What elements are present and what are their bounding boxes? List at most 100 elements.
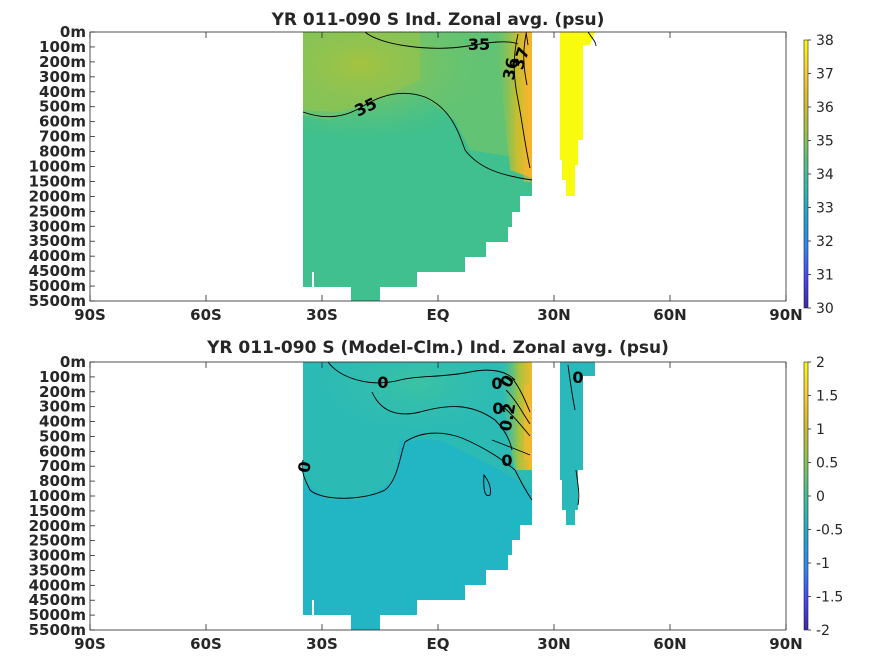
y-tick-label: 4500m xyxy=(29,591,86,609)
salinity-field xyxy=(303,32,595,301)
contour-label: 0 xyxy=(492,399,503,418)
colorbar-tick-label: 35 xyxy=(816,134,834,150)
y-tick-label: 3000m xyxy=(29,217,86,235)
colorbar-tick-label: -2 xyxy=(816,623,830,639)
y-tick-label: 1500m xyxy=(29,502,86,520)
y-tick-label: 4000m xyxy=(29,247,86,265)
y-tick-label: 500m xyxy=(39,427,86,445)
y-tick-label: 1500m xyxy=(29,172,86,190)
contour-label: 0 xyxy=(491,374,502,393)
y-tick-label: 600m xyxy=(39,113,86,131)
salinity-field-coastal xyxy=(524,32,532,182)
colorbar-tick-label: 2 xyxy=(816,355,825,371)
colorbar-tick-label: 1.5 xyxy=(816,389,838,405)
salinity-contours xyxy=(302,31,597,181)
y-tick-label: 5500m xyxy=(29,621,86,639)
y-tick-label: 4500m xyxy=(29,262,86,280)
contour-35-upper xyxy=(364,31,519,49)
y-tick-label: 1000m xyxy=(29,158,86,176)
y-tick-label: 2000m xyxy=(29,187,86,205)
panel-1-x-ticks: 90S 60S 30S EQ 30N 60N 90N xyxy=(74,32,803,324)
x-tick-label: 30S xyxy=(306,306,338,324)
colorbar-tick-label: 34 xyxy=(816,167,834,183)
panel-salinity: YR 011-090 S Ind. Zonal avg. (psu) 35 35… xyxy=(29,10,834,324)
contour-fan-4 xyxy=(491,439,531,456)
colorbar-tick-label: 37 xyxy=(816,67,834,83)
colorbar-tick-label: 0.5 xyxy=(816,456,838,472)
contour-label: 0 xyxy=(294,460,315,474)
y-tick-label: 1000m xyxy=(29,487,86,505)
contour-label: 36 xyxy=(499,56,522,82)
x-tick-label: 90S xyxy=(74,306,106,324)
y-tick-label: 600m xyxy=(39,442,86,460)
contour-north-strip xyxy=(567,364,580,506)
y-tick-label: 0m xyxy=(60,353,86,371)
x-tick-label: 90N xyxy=(769,306,802,324)
y-tick-label: 100m xyxy=(39,368,86,386)
y-tick-label: 100m xyxy=(39,38,86,56)
contour-zero-b xyxy=(371,391,513,451)
colorbar-tick-label: 0 xyxy=(816,489,825,505)
x-tick-label: 30N xyxy=(537,306,570,324)
contour-35-lower xyxy=(302,92,533,181)
y-tick-label: 300m xyxy=(39,398,86,416)
contour-label: 0 xyxy=(572,368,583,387)
contour-zero-d xyxy=(483,473,491,497)
x-tick-label: 90N xyxy=(769,635,802,653)
x-tick-label: 60S xyxy=(190,635,222,653)
contour-zero-a xyxy=(327,361,516,384)
y-tick-label: 200m xyxy=(39,53,86,71)
x-tick-label: 60S xyxy=(190,306,222,324)
x-tick-label: 30S xyxy=(306,635,338,653)
anomaly-field-coastal xyxy=(524,385,532,460)
y-tick-label: 200m xyxy=(39,383,86,401)
contour-37 xyxy=(523,33,528,86)
anomaly-field xyxy=(303,362,595,630)
y-tick-label: 400m xyxy=(39,413,86,431)
contour-label: 0.2 xyxy=(496,401,520,432)
x-tick-label: 60N xyxy=(653,635,686,653)
y-tick-label: 0m xyxy=(60,23,86,41)
y-tick-label: 800m xyxy=(39,143,86,161)
panel-2-title: YR 011-090 S (Model-Clm.) Ind. Zonal avg… xyxy=(206,338,669,358)
colorbar-1-ticks: 30 31 32 33 34 35 36 37 38 xyxy=(808,33,834,317)
y-tick-label: 3500m xyxy=(29,561,86,579)
y-tick-label: 3500m xyxy=(29,232,86,250)
contour-fan-3 xyxy=(499,403,531,437)
colorbar-tick-label: 31 xyxy=(816,268,834,284)
contour-label: 0 xyxy=(501,451,512,470)
y-tick-label: 700m xyxy=(39,457,86,475)
panel-1-title: YR 011-090 S Ind. Zonal avg. (psu) xyxy=(271,10,605,30)
colorbar-tick-label: 1 xyxy=(816,422,825,438)
salinity-field-subtropical xyxy=(303,32,532,162)
anomaly-contour-labels: 0 0 0 0 0 0 0 0.2 xyxy=(294,368,583,474)
y-tick-label: 5500m xyxy=(29,292,86,310)
contour-north-cap xyxy=(525,31,597,47)
x-tick-label: EQ xyxy=(427,306,450,324)
y-tick-label: 2000m xyxy=(29,517,86,535)
anomaly-contours xyxy=(301,361,580,506)
y-tick-label: 2500m xyxy=(29,202,86,220)
y-tick-label: 3000m xyxy=(29,547,86,565)
colorbar-1-bar xyxy=(803,39,809,309)
y-tick-label: 5000m xyxy=(29,606,86,624)
x-tick-label: 90S xyxy=(74,635,106,653)
anomaly-field-marginal-sea xyxy=(560,362,595,525)
y-tick-label: 4000m xyxy=(29,576,86,594)
colorbar-tick-label: -0.5 xyxy=(816,523,843,539)
y-tick-label: 700m xyxy=(39,128,86,146)
y-tick-label: 300m xyxy=(39,68,86,86)
contour-label: 0 xyxy=(377,373,388,392)
colorbar-tick-label: 36 xyxy=(816,100,834,116)
contour-fan-1 xyxy=(511,377,531,413)
x-tick-label: 60N xyxy=(653,306,686,324)
panel-2-x-ticks: 90S 60S 30S EQ 30N 60N 90N xyxy=(74,362,803,653)
colorbar-tick-label: 30 xyxy=(816,301,834,317)
colorbar-2-ticks: -2 -1.5 -1 -0.5 0 0.5 1 1.5 2 xyxy=(808,355,843,639)
colorbar-tick-label: 33 xyxy=(816,201,834,217)
x-tick-label: 30N xyxy=(537,635,570,653)
contour-fan-2 xyxy=(505,389,531,425)
panel-salinity-anomaly: YR 011-090 S (Model-Clm.) Ind. Zonal avg… xyxy=(29,338,844,653)
y-tick-label: 500m xyxy=(39,98,86,116)
